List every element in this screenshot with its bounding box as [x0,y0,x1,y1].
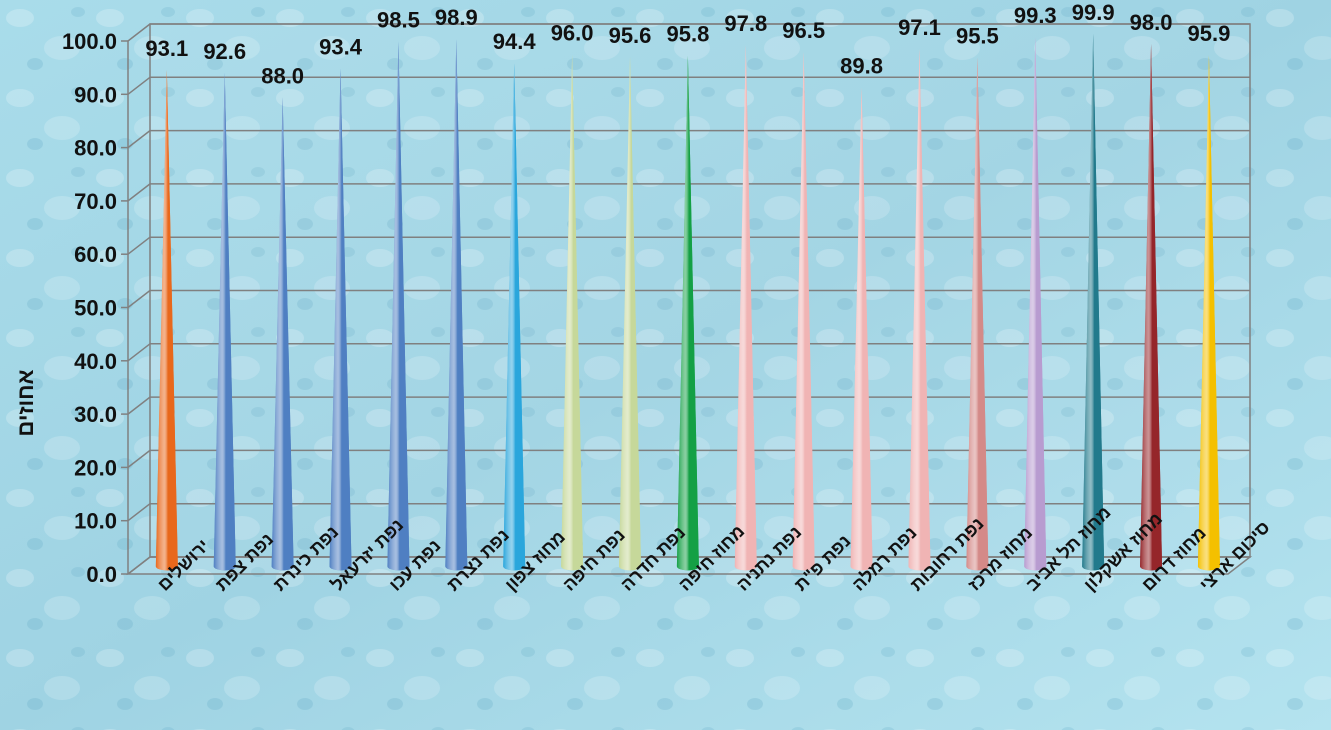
data-label: 97.1 [898,15,941,40]
y-tick-label: 60.0 [74,242,117,267]
y-tick-label: 50.0 [74,296,117,321]
gridline-diagonal [127,289,151,309]
gridline-diagonal [127,556,151,575]
y-tick-label: 70.0 [74,189,117,214]
data-label: 95.5 [956,23,999,48]
gridline-diagonal [127,76,151,95]
data-label: 98.0 [1130,10,1173,35]
cone-shading [329,68,352,571]
data-label: 94.4 [493,29,537,54]
cone-shading [908,48,931,571]
data-label: 89.8 [840,54,883,79]
gridline-diagonal [127,503,151,522]
cone-shading [1082,33,1105,571]
data-label: 92.6 [203,39,246,64]
cone-shading [271,97,294,571]
cone-bar [850,87,873,571]
gridline-diagonal [127,130,151,149]
y-tick-label: 100.0 [62,29,117,54]
data-label: 96.5 [782,18,825,43]
cone-shading [619,56,642,571]
cone-bar [503,63,526,571]
cone-shading [850,87,873,571]
cone-bar [387,41,410,571]
cone-bar [1082,33,1105,571]
gridline-diagonal [127,343,151,362]
data-label: 98.5 [377,7,420,32]
data-labels: 93.1 92.6 88.0 93.4 98.5 98.9 94.4 96.0 95.6 95.8… [145,0,1230,88]
data-label: 93.4 [319,35,363,60]
y-axis-ticks: 0.0 10.0 20.0 30.0 40.0 50.0 60.0 70.0 80.0 90.0 1… [62,29,128,587]
cone-shading [1197,55,1220,571]
data-label: 95.6 [609,23,652,48]
cone-bar [561,54,584,571]
cone-bar [676,55,699,571]
data-label: 97.8 [724,11,767,36]
gridline-diagonal [127,183,151,202]
cone-bar [155,70,178,571]
y-axis-title: אחוזים [13,369,38,436]
cone-bar [734,45,757,571]
y-tick-label: 40.0 [74,349,117,374]
y-tick-label: 20.0 [74,455,117,480]
cone-bar [1140,44,1163,571]
data-label: 96.0 [551,21,594,46]
cone-shading [561,54,584,571]
gridline-diagonal [127,449,151,468]
y-tick-label: 10.0 [74,509,117,534]
cone-shading [734,45,757,571]
y-tick-label: 30.0 [74,402,117,427]
gridline-diagonal [127,23,151,42]
cone-bar [1197,55,1220,571]
cone-bar [792,52,815,571]
y-tick-label: 80.0 [74,136,117,161]
cone-bar [329,68,352,571]
cone-shading [155,70,178,571]
cone-shading [792,52,815,571]
y-tick-label: 0.0 [86,562,117,587]
data-label: 95.9 [1188,21,1231,46]
gridline-diagonal [127,396,151,415]
cone-shading [387,41,410,571]
cone-bar [213,72,236,571]
data-label: 88.0 [261,63,304,88]
data-label: 93.1 [145,36,188,61]
cone-bar [966,57,989,571]
cone-shading [1024,37,1047,571]
cone-bar [445,39,468,571]
data-label: 99.3 [1014,3,1057,28]
cone-shading [1140,44,1163,571]
y-tick-label: 90.0 [74,82,117,107]
cone-bar [619,56,642,571]
gridline-diagonal [127,236,151,255]
cone-shading [445,39,468,571]
cone-shading [676,55,699,571]
cone-shading [213,72,236,571]
cone-bar [271,97,294,571]
cone-shading [503,63,526,571]
data-label: 98.9 [435,5,478,30]
data-label: 95.8 [666,22,709,47]
cone-bar [908,48,931,571]
cone-shading [966,57,989,571]
cone-series [155,33,1220,571]
cone-bar [1024,37,1047,571]
data-label: 99.9 [1072,0,1115,25]
